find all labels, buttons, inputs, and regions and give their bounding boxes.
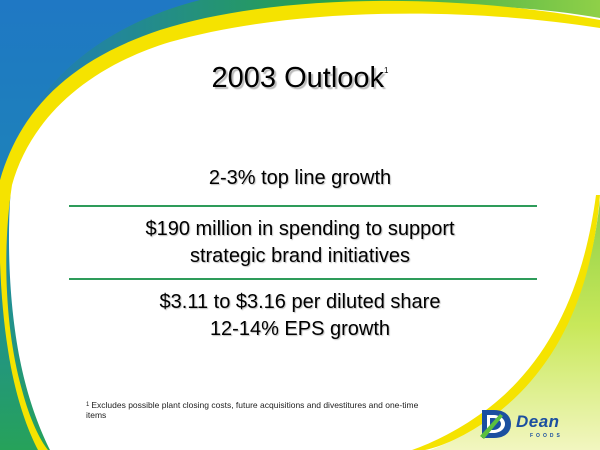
title-footnote-mark: 1 [384, 66, 389, 75]
logo-mark-icon [480, 410, 511, 439]
outlook-item-eps: $3.11 to $3.16 per diluted share 12-14% … [0, 289, 600, 343]
outlook-item-line: $3.11 to $3.16 per diluted share [159, 291, 441, 313]
dean-foods-logo: Dean FOODS [478, 404, 588, 444]
logo-subtitle: FOODS [530, 433, 563, 439]
outlook-item-line: 12-14% EPS growth [209, 318, 391, 340]
outlook-item-line: strategic brand initiatives [189, 245, 411, 267]
footnote-text: Excludes possible plant closing costs, f… [86, 400, 419, 420]
slide-title: 2003 Outlook1 [0, 62, 600, 95]
footnote: 1 Excludes possible plant closing costs, … [86, 400, 426, 420]
outlook-item-line: $190 million in spending to support [145, 218, 455, 240]
title-text: 2003 Outlook [211, 62, 385, 94]
outlook-item-spending: $190 million in spending to support stra… [0, 216, 600, 270]
footnote-mark: 1 [86, 402, 90, 408]
outlook-item-line: 2-3% top line growth [208, 167, 392, 189]
divider [69, 278, 537, 280]
logo-name: Dean [516, 412, 560, 431]
outlook-item-growth: 2-3% top line growth [0, 165, 600, 192]
divider [69, 205, 537, 207]
